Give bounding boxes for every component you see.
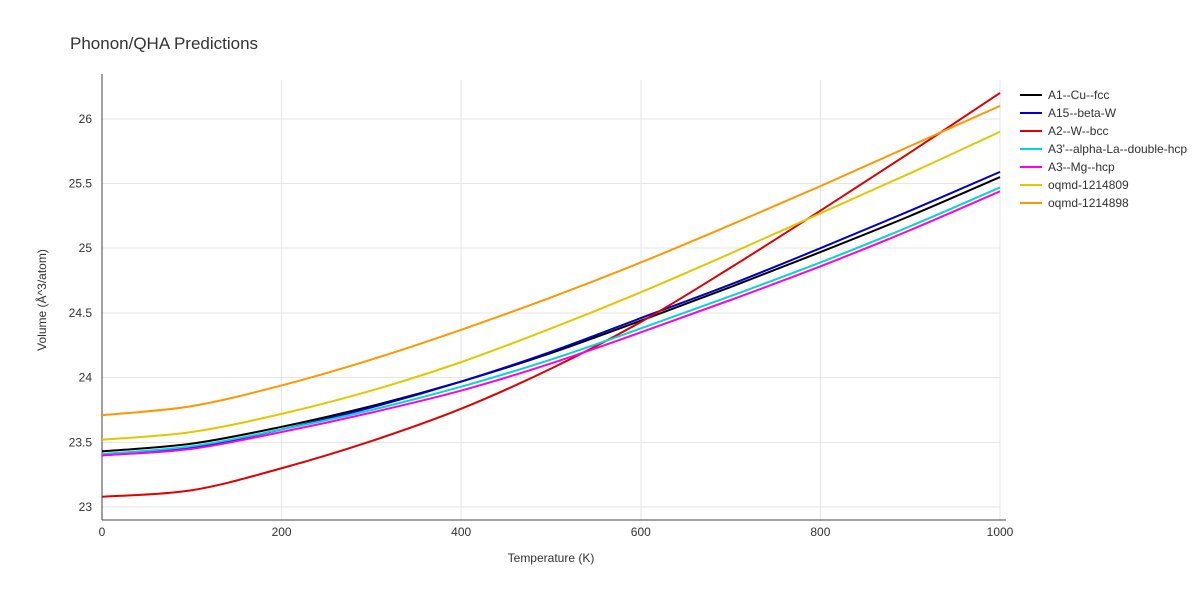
series-line: [102, 172, 1000, 455]
legend-item[interactable]: oqmd-1214898: [1020, 194, 1187, 212]
legend-label: A2--W--bcc: [1048, 124, 1108, 138]
legend: A1--Cu--fcc A15--beta-W A2--W--bcc A3'--alp…: [1020, 86, 1187, 212]
series-line: [102, 187, 1000, 454]
y-tick-label: 25.5: [69, 177, 93, 191]
legend-swatch: [1020, 112, 1042, 114]
y-axis-label: Volume (Å^3/atom): [34, 249, 49, 351]
legend-label: oqmd-1214898: [1048, 196, 1129, 210]
legend-label: A3--Mg--hcp: [1048, 160, 1115, 174]
x-tick-label: 600: [631, 525, 651, 539]
x-tick-label: 800: [810, 525, 830, 539]
legend-item[interactable]: A1--Cu--fcc: [1020, 86, 1187, 104]
x-axis-label: Temperature (K): [508, 551, 595, 565]
legend-item[interactable]: A2--W--bcc: [1020, 122, 1187, 140]
legend-label: oqmd-1214809: [1048, 178, 1129, 192]
y-tick-label: 25: [79, 241, 93, 255]
x-tick-label: 400: [451, 525, 471, 539]
series-line: [102, 191, 1000, 455]
legend-label: A3'--alpha-La--double-hcp: [1048, 142, 1187, 156]
legend-item[interactable]: A15--beta-W: [1020, 104, 1187, 122]
series-line: [102, 132, 1000, 440]
x-tick-label: 200: [272, 525, 292, 539]
legend-label: A15--beta-W: [1048, 106, 1116, 120]
legend-swatch: [1020, 202, 1042, 204]
y-tick-label: 24.5: [69, 306, 93, 320]
x-tick-label: 0: [99, 525, 106, 539]
legend-swatch: [1020, 130, 1042, 132]
y-tick-label: 23: [79, 500, 93, 514]
series-line: [102, 177, 1000, 451]
legend-item[interactable]: oqmd-1214809: [1020, 176, 1187, 194]
legend-swatch: [1020, 184, 1042, 186]
y-tick-label: 24: [79, 371, 93, 385]
legend-swatch: [1020, 166, 1042, 168]
y-tick-label: 26: [79, 112, 93, 126]
legend-swatch: [1020, 94, 1042, 96]
legend-item[interactable]: A3--Mg--hcp: [1020, 158, 1187, 176]
legend-swatch: [1020, 148, 1042, 150]
x-tick-label: 1000: [987, 525, 1014, 539]
legend-item[interactable]: A3'--alpha-La--double-hcp: [1020, 140, 1187, 158]
y-tick-label: 23.5: [69, 435, 93, 449]
legend-label: A1--Cu--fcc: [1048, 88, 1109, 102]
